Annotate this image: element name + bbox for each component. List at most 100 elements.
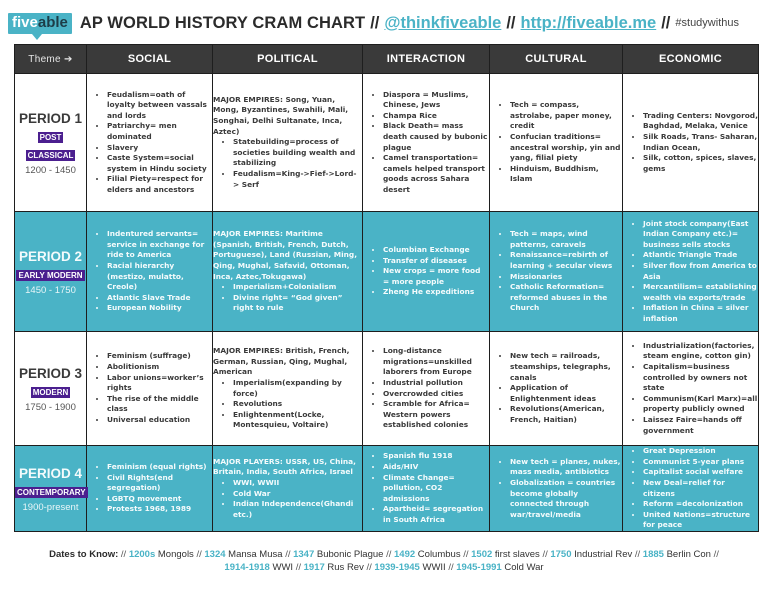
cell-cultural: New tech = planes, nukes, mass media, an… [489,445,623,532]
list-item: Imperialism+Colonialism [233,282,362,293]
list-item: Communism(Karl Marx)=all property public… [643,394,758,415]
cram-chart-table: Theme ➔ SOCIAL POLITICAL INTERACTION CUL… [14,44,759,532]
list-item: Labor unions=worker’s rights [107,373,212,394]
period-name: PERIOD 1 [18,110,83,126]
list-item: Great Depression [643,446,758,457]
period-years: 1200 - 1450 [25,164,76,176]
cell-social: Feudalism=oath of loyalty between vassal… [86,73,213,212]
list-item: Globalization = countries become globall… [510,478,622,520]
column-header-interaction: INTERACTION [362,44,490,74]
political-lead: MAJOR EMPIRES: British, French, German, … [213,346,350,377]
list-item: Revolutions(American, French, Haitian) [510,404,622,425]
date-separator: // [713,549,719,560]
list-item: Joint stock company(East Indian Company … [643,219,758,251]
cell-economic: Trading Centers: Novgorod, Baghdad, Mela… [622,73,759,212]
date-event: Berlin Con [666,549,711,560]
cell-cultural: Tech = compass, astrolabe, paper money, … [489,73,623,212]
list-item: New Deal=relief for citizens [643,478,758,499]
period-name: PERIOD 3 [18,365,83,381]
logo-five: five [12,13,38,31]
era-badge: MODERN [30,386,71,398]
political-lead: MAJOR EMPIRES: Song, Yuan, Mong, Byzanti… [213,94,349,136]
list-item: Patriarchy= men dominated [107,121,212,142]
period-name: PERIOD 2 [18,248,83,264]
list-item: Racial hierarchy (mestizo, mulatto, Creo… [107,261,212,293]
date-event: Columbus [417,549,461,560]
list-item: Catholic Reformation= reformed abuses in… [510,282,622,314]
list-item: Filial Piety=respect for elders and ance… [107,174,212,195]
era-badge: CONTEMPORARY [15,486,88,498]
list-item: Laissez Faire=hands off government [643,415,758,436]
list-item: Industrial pollution [383,378,489,389]
list-item: Apartheid= segregation in South Africa [383,504,489,525]
list-item: Inflation in China = silver inflation [643,303,758,324]
cell-political: MAJOR EMPIRES: British, French, German, … [212,331,363,446]
period-row: PERIOD 3 MODERN 1750 - 1900 Feminism (suffr… [14,331,759,446]
title-separator: // [506,13,516,32]
period-years: 1450 - 1750 [25,284,76,296]
hashtag: #studywithus [675,17,739,29]
list-item: Civil Rights(end segregation) [107,473,212,494]
list-item: Universal education [107,415,212,426]
list-item: Feminism (equal rights) [107,462,212,473]
twitter-link[interactable]: @thinkfiveable [384,13,502,32]
list-item: European Nobility [107,303,212,314]
column-header-social: SOCIAL [86,44,213,74]
table-header-row: Theme ➔ SOCIAL POLITICAL INTERACTION CUL… [14,44,759,74]
cell-cultural: Tech = maps, wind patterns, caravelsRena… [489,211,623,332]
period-label-cell: PERIOD 2 EARLY MODERN 1450 - 1750 [14,211,87,332]
date-year: 1914-1918 [224,562,270,573]
list-item: United Nations=structure for peace [643,510,758,531]
list-item: Slavery [107,143,212,154]
date-event: Rus Rev [327,562,364,573]
list-item: Silk, cotton, spices, slaves, gems [643,153,758,174]
date-event: WWII [422,562,446,573]
list-item: Caste System=social system in Hindu soci… [107,153,212,174]
list-item: New crops = more food = more people [383,266,489,287]
period-label-cell: PERIOD 1 POST CLASSICAL 1200 - 1450 [14,73,87,212]
date-separator: // [196,549,202,560]
era-badge: EARLY MODERN [16,269,85,281]
list-item: Indian Independence(Ghandi etc.) [233,499,362,520]
cell-interaction: Long-distance migrations=unskilled labor… [362,331,490,446]
date-separator: // [634,549,641,560]
period-label-cell: PERIOD 3 MODERN 1750 - 1900 [14,331,87,446]
list-item: Hinduism, Buddhism, Islam [510,164,622,185]
list-item: Application of Enlightenment ideas [510,383,622,404]
period-row: PERIOD 1 POST CLASSICAL 1200 - 1450 Feudalis… [14,73,759,212]
date-year: 1502 [471,549,493,560]
date-event: WWI [272,562,294,573]
list-item: Protests 1968, 1989 [107,504,212,515]
list-item: Camel transportation= camels helped tran… [383,153,489,195]
cell-economic: Industrialization(factories, steam engin… [622,331,759,446]
list-item: Atlantic Slave Trade [107,293,212,304]
list-item: Capitalist social welfare [643,467,758,478]
list-item: Feminism (suffrage) [107,351,212,362]
period-name: PERIOD 4 [18,465,83,481]
list-item: Revolutions [233,399,362,410]
list-item: Industrialization(factories, steam engin… [643,341,758,362]
website-link[interactable]: http://fiveable.me [520,13,657,32]
list-item: Scramble for Africa= Western powers esta… [383,399,489,431]
title-bar: fiveable AP WORLD HISTORY CRAM CHART // … [8,10,739,40]
fiveable-logo[interactable]: fiveable [8,12,72,40]
period-years: 1900-present [22,501,79,513]
date-year: 1492 [394,549,416,560]
list-item: Imperialism(expanding by force) [233,378,362,399]
era-badge: CLASSICAL [25,149,76,161]
dates-to-know: Dates to Know: // 1200s Mongols // 1324 … [0,548,768,574]
list-item: Black Death= mass death caused by buboni… [383,121,489,153]
date-year: 1324 [204,549,226,560]
list-item: Feudalism=King->Fief->Lord-> Serf [233,169,362,190]
cell-political: MAJOR EMPIRES: Song, Yuan, Mong, Byzanti… [212,73,363,212]
list-item: Reform =decolonization [643,499,758,510]
cell-political: MAJOR PLAYERS: USSR, US, China, Britain,… [212,445,363,532]
list-item: Abolitionism [107,362,212,373]
period-row: PERIOD 4 CONTEMPORARY 1900-present Feminism… [14,445,759,532]
list-item: Transfer of diseases [383,256,489,267]
list-item: Feudalism=oath of loyalty between vassal… [107,90,212,122]
date-separator: // [463,549,469,560]
title-separator: // [661,13,671,32]
cell-social: Feminism (equal rights)Civil Rights(end … [86,445,213,532]
list-item: Capitalism=business controlled by owners… [643,362,758,394]
